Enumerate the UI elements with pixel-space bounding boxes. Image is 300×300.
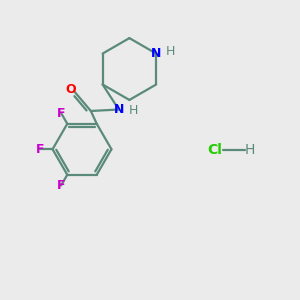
Text: H: H [166,45,175,58]
Text: F: F [57,179,65,192]
Text: F: F [57,106,65,120]
Text: N: N [114,103,124,116]
Text: H: H [245,143,255,157]
Text: H: H [128,104,138,118]
Text: N: N [151,47,161,60]
Text: Cl: Cl [207,143,222,157]
Text: O: O [66,83,76,96]
Text: F: F [36,143,44,156]
